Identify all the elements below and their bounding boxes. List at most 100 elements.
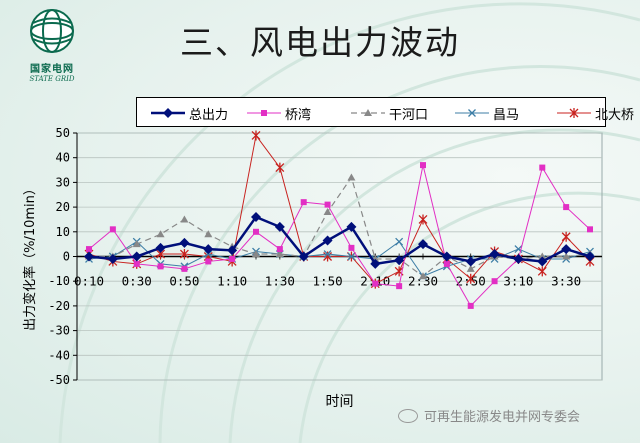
- data-point: [179, 237, 190, 248]
- legend-label: 北大桥: [595, 108, 635, 123]
- data-point: [251, 211, 261, 222]
- y-tick-label: 40: [56, 151, 70, 165]
- x-tick-label: 0:50: [169, 274, 199, 289]
- legend-swatch: [557, 108, 591, 118]
- legend-marker: [261, 110, 267, 116]
- legend-item: 总出力: [149, 104, 228, 123]
- data-point: [322, 235, 333, 246]
- series-line: [88, 240, 591, 277]
- data-point: [561, 244, 572, 255]
- data-point: [205, 258, 212, 265]
- y-tick-label: 20: [56, 200, 70, 214]
- data-point: [253, 228, 259, 235]
- data-point: [274, 221, 285, 232]
- watermark: 可再生能源发电并网专委会: [398, 406, 580, 425]
- x-tick-label: 2:30: [408, 274, 438, 289]
- data-point: [323, 208, 332, 216]
- series-line: [88, 215, 591, 266]
- data-point: [370, 258, 381, 269]
- series-总出力: [84, 211, 595, 269]
- data-point: [275, 250, 284, 258]
- data-point: [227, 245, 238, 256]
- y-tick-label: 30: [56, 175, 70, 189]
- legend-item: 桥湾: [245, 104, 311, 123]
- data-point: [561, 231, 571, 242]
- data-point: [419, 272, 427, 280]
- data-point: [276, 246, 283, 253]
- y-tick-label: 10: [56, 225, 70, 239]
- globe-icon: [30, 9, 74, 53]
- legend-swatch: [151, 108, 185, 118]
- chart-legend: 总出力 桥湾 干河口 昌马 北大桥: [136, 97, 634, 127]
- x-tick-label: 0:30: [122, 274, 152, 289]
- legend-marker: [468, 109, 476, 117]
- series-line: [89, 176, 591, 278]
- legend-marker: [163, 108, 173, 118]
- y-tick-label: -10: [48, 274, 70, 288]
- data-point: [441, 251, 452, 262]
- series-line: [88, 164, 591, 307]
- data-point: [109, 226, 116, 233]
- data-point: [346, 221, 357, 232]
- data-point: [537, 266, 547, 277]
- data-point: [348, 244, 355, 251]
- y-axis-label: 出力变化率（%/10min）: [22, 182, 38, 331]
- data-point: [539, 164, 546, 171]
- data-point: [324, 201, 331, 208]
- data-point: [132, 240, 141, 248]
- legend-label: 干河口: [389, 108, 429, 123]
- data-point: [347, 252, 356, 261]
- watermark-text: 可再生能源发电并网专委会: [424, 410, 581, 425]
- wechat-icon: [398, 409, 418, 423]
- data-point: [275, 162, 285, 173]
- data-point: [587, 226, 593, 233]
- x-tick-label: 3:10: [503, 274, 533, 289]
- data-point: [252, 250, 260, 258]
- data-point: [585, 251, 595, 262]
- data-point: [489, 249, 500, 260]
- legend-item: 昌马: [453, 104, 519, 123]
- data-point: [538, 252, 547, 260]
- data-point: [420, 162, 426, 169]
- y-tick-label: 50: [56, 126, 70, 140]
- y-tick-label: 0: [63, 250, 70, 264]
- legend-label: 昌马: [493, 108, 520, 123]
- data-point: [298, 251, 309, 262]
- legend-swatch: [455, 109, 489, 117]
- data-point: [443, 260, 450, 267]
- data-point: [131, 251, 142, 262]
- data-point: [513, 253, 524, 264]
- data-point: [394, 255, 405, 266]
- x-tick-label: 1:10: [217, 274, 247, 289]
- x-tick-label: 0:10: [74, 274, 104, 289]
- x-tick-label: 1:50: [313, 274, 343, 289]
- logo-english-text: STATE GRID: [29, 75, 75, 83]
- data-point: [465, 256, 476, 267]
- data-point: [229, 255, 236, 262]
- data-point: [491, 278, 498, 285]
- data-point: [133, 260, 140, 267]
- legend-item: 北大桥: [555, 104, 634, 123]
- legend-item: 干河口: [349, 104, 428, 123]
- x-tick-label: 1:30: [265, 274, 295, 289]
- data-point: [467, 302, 474, 309]
- data-point: [204, 230, 213, 238]
- data-point: [466, 264, 475, 272]
- data-point: [107, 253, 118, 264]
- data-point: [181, 265, 188, 272]
- y-tick-label: -30: [48, 324, 70, 338]
- legend-label: 桥湾: [285, 108, 312, 123]
- data-point: [396, 283, 403, 290]
- logo-chinese-text: 国家电网: [30, 64, 74, 75]
- data-point: [251, 130, 261, 141]
- data-point: [395, 237, 404, 246]
- y-tick-label: -50: [48, 373, 70, 387]
- data-point: [203, 244, 214, 255]
- data-point: [156, 230, 165, 238]
- series-桥湾: [86, 162, 593, 309]
- data-point: [562, 252, 571, 260]
- legend-label: 总出力: [189, 108, 229, 123]
- data-point: [300, 199, 307, 206]
